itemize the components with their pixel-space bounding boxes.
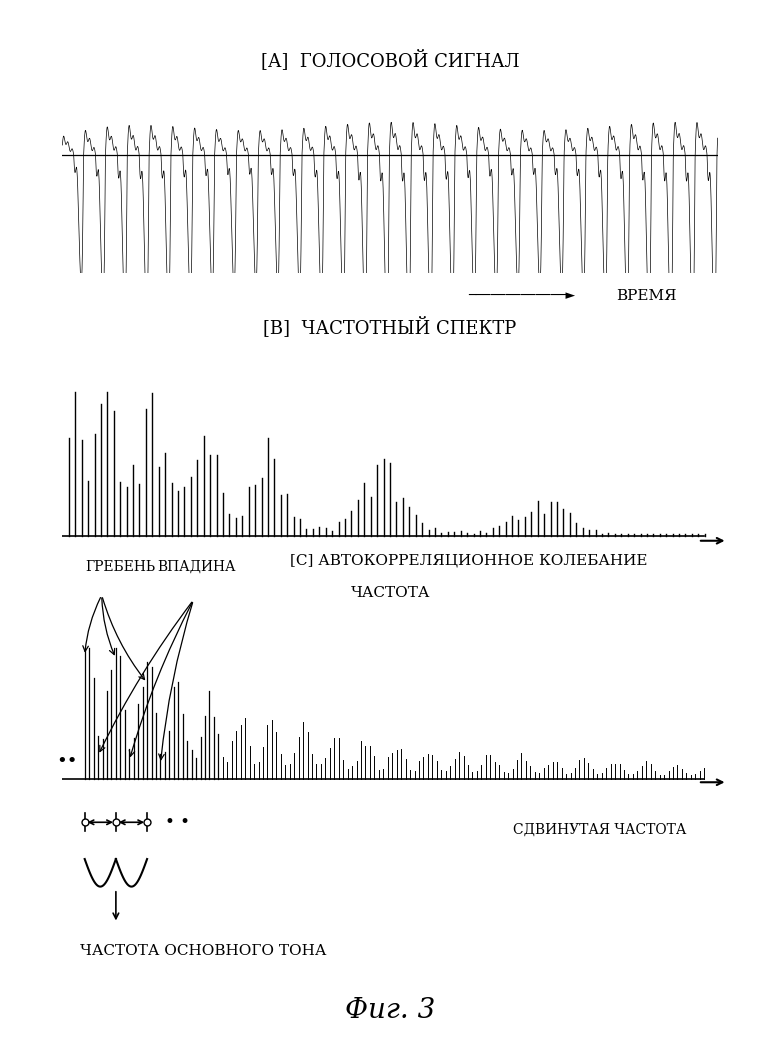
Text: • •: • •: [165, 814, 190, 832]
Text: [В]  ЧАСТОТНЫЙ СПЕКТР: [В] ЧАСТОТНЫЙ СПЕКТР: [264, 316, 516, 337]
Text: ЧАСТОТА ОСНОВНОГО ТОНА: ЧАСТОТА ОСНОВНОГО ТОНА: [80, 944, 327, 958]
Text: ••: ••: [56, 752, 77, 770]
Text: ГРЕБЕНЬ: ГРЕБЕНЬ: [85, 560, 155, 574]
Text: [А]  ГОЛОСОВОЙ СИГНАЛ: [А] ГОЛОСОВОЙ СИГНАЛ: [261, 48, 519, 69]
Text: ─────────────►: ─────────────►: [468, 290, 575, 302]
Text: СДВИНУТАЯ ЧАСТОТА: СДВИНУТАЯ ЧАСТОТА: [513, 823, 686, 837]
Text: ВРЕМЯ: ВРЕМЯ: [616, 289, 677, 303]
Text: Фиг. 3: Фиг. 3: [345, 996, 435, 1024]
Text: ВПАДИНА: ВПАДИНА: [158, 560, 236, 574]
Text: ЧАСТОТА: ЧАСТОТА: [350, 586, 430, 601]
Text: [С] АВТОКОРРЕЛЯЦИОННОЕ КОЛЕБАНИЕ: [С] АВТОКОРРЕЛЯЦИОННОЕ КОЛЕБАНИЕ: [290, 553, 647, 567]
